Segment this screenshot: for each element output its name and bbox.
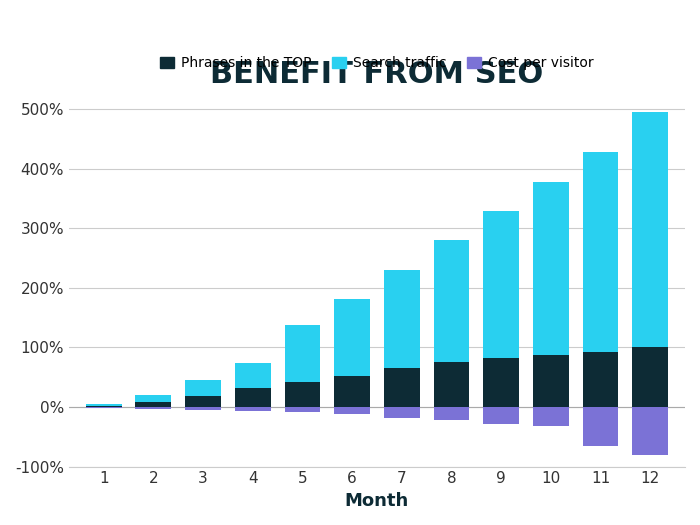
Bar xyxy=(234,363,271,388)
Bar xyxy=(483,407,519,424)
Bar xyxy=(86,406,122,407)
Bar xyxy=(234,407,271,411)
Bar xyxy=(185,407,221,410)
Title: BENEFIT FROM SEO: BENEFIT FROM SEO xyxy=(210,60,544,89)
Bar xyxy=(185,396,221,407)
Bar xyxy=(384,270,420,369)
Bar xyxy=(234,388,271,407)
Bar xyxy=(582,352,618,407)
Bar xyxy=(533,182,568,354)
Bar xyxy=(135,407,172,409)
Bar xyxy=(284,407,321,413)
Bar xyxy=(632,407,668,455)
Bar xyxy=(632,348,668,407)
Bar xyxy=(533,407,568,426)
Bar xyxy=(86,404,122,406)
Bar xyxy=(533,354,568,407)
Bar xyxy=(632,112,668,348)
Bar xyxy=(582,407,618,446)
Bar xyxy=(433,240,470,362)
Bar xyxy=(284,382,321,407)
Bar xyxy=(334,299,370,376)
Bar xyxy=(185,380,221,396)
Bar xyxy=(384,407,420,418)
Bar xyxy=(135,395,172,402)
Legend: Phrases in the TOP, Search traffic, Cost per visitor: Phrases in the TOP, Search traffic, Cost… xyxy=(160,56,594,70)
Bar xyxy=(334,376,370,407)
Bar xyxy=(483,358,519,407)
Bar xyxy=(284,326,321,382)
Bar xyxy=(582,152,618,352)
Bar xyxy=(135,402,172,407)
X-axis label: Month: Month xyxy=(345,492,409,510)
Bar xyxy=(433,407,470,420)
Bar xyxy=(433,362,470,407)
Bar xyxy=(334,407,370,414)
Bar xyxy=(384,369,420,407)
Bar xyxy=(483,211,519,358)
